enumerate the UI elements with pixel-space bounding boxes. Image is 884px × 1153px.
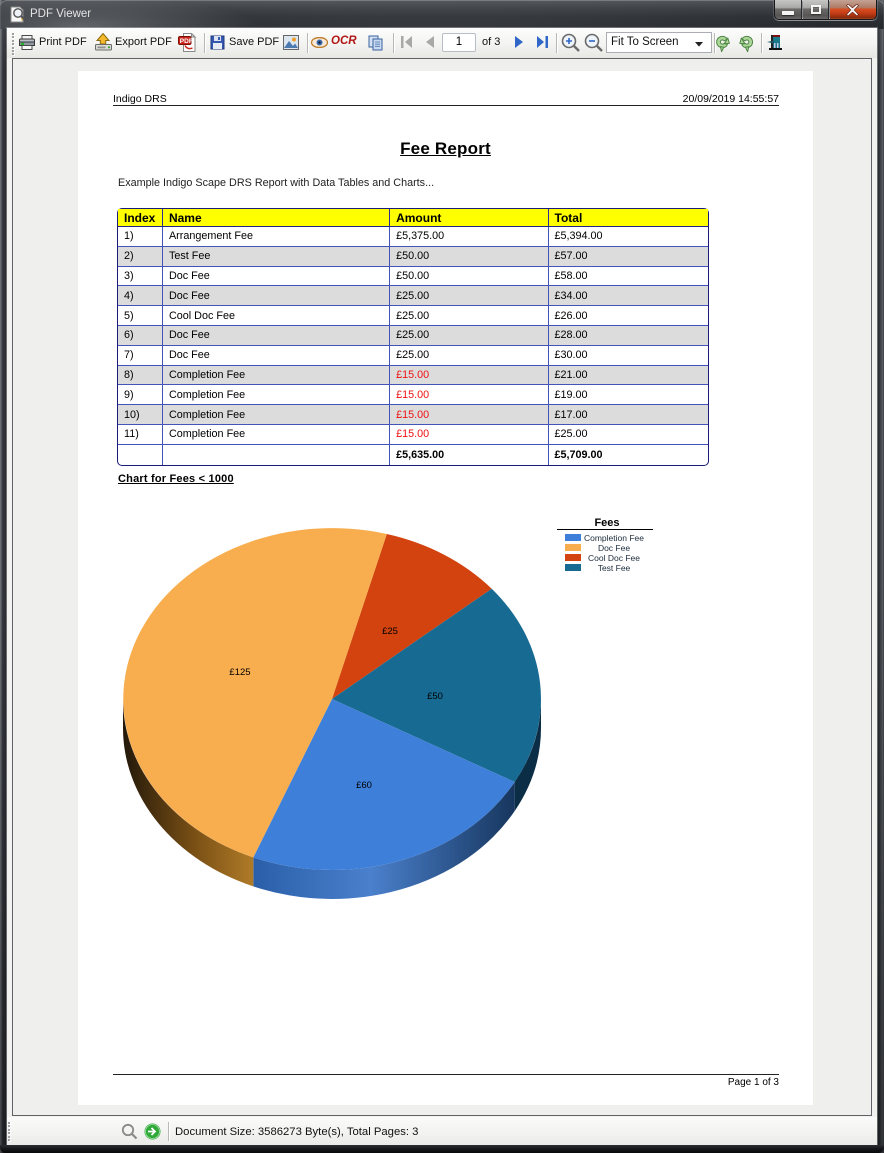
svg-text:PDF: PDF	[180, 38, 193, 45]
svg-text:£60: £60	[356, 780, 372, 791]
svg-text:£125: £125	[229, 667, 250, 678]
svg-text:£25: £25	[382, 626, 398, 637]
svg-text:£50: £50	[427, 691, 443, 702]
